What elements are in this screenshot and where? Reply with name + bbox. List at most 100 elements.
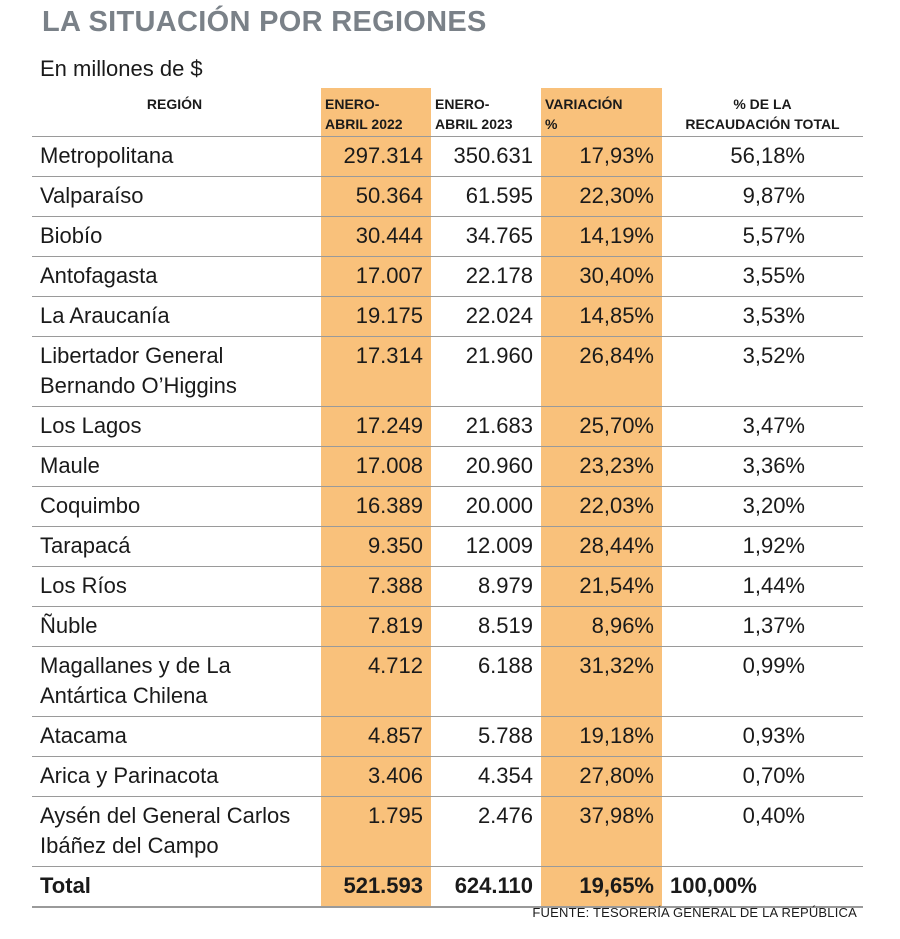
share-cell: 5,57% — [662, 217, 863, 257]
variation-cell: 26,84% — [541, 337, 662, 407]
value-2023-cell: 6.188 — [431, 647, 541, 717]
value-2023-cell: 624.110 — [431, 867, 541, 908]
variation-cell: 19,65% — [541, 867, 662, 908]
variation-cell: 28,44% — [541, 527, 662, 567]
variation-cell: 31,32% — [541, 647, 662, 717]
region-cell: Maule — [32, 447, 321, 487]
value-2023-cell: 21.683 — [431, 407, 541, 447]
table-row: Los Ríos 7.388 8.979 21,54% 1,44% — [32, 567, 863, 607]
variation-cell: 23,23% — [541, 447, 662, 487]
table-row: La Araucanía 19.175 22.024 14,85% 3,53% — [32, 297, 863, 337]
share-cell: 1,44% — [662, 567, 863, 607]
table-row: Valparaíso 50.364 61.595 22,30% 9,87% — [32, 177, 863, 217]
value-2023-cell: 22.024 — [431, 297, 541, 337]
header-variacion: VARIACIÓN% — [541, 88, 662, 137]
table-row: Arica y Parinacota 3.406 4.354 27,80% 0,70% — [32, 757, 863, 797]
share-cell: 0,99% — [662, 647, 863, 717]
region-cell: Coquimbo — [32, 487, 321, 527]
value-2023-cell: 8.519 — [431, 607, 541, 647]
table-header: REGIÓN ENERO- ABRIL 2022 ENERO- ABRIL 2023… — [32, 88, 863, 137]
page-title: LA SITUACIÓN POR REGIONES — [42, 6, 487, 38]
total-row: Total 521.593 624.110 19,65% 100,00% — [32, 867, 863, 908]
region-cell: Libertador General Bernando O’Higgins — [32, 337, 321, 407]
share-cell: 3,53% — [662, 297, 863, 337]
region-cell: Aysén del General Carlos Ibáñez del Camp… — [32, 797, 321, 867]
share-cell: 0,40% — [662, 797, 863, 867]
value-2022-cell: 17.314 — [321, 337, 431, 407]
value-2022-cell: 9.350 — [321, 527, 431, 567]
table-row: Antofagasta 17.007 22.178 30,40% 3,55% — [32, 257, 863, 297]
region-cell: Antofagasta — [32, 257, 321, 297]
table-row: Magallanes y de La Antártica Chilena 4.71… — [32, 647, 863, 717]
region-cell: Atacama — [32, 717, 321, 757]
header-enero-abril-2023: ENERO- ABRIL 2023 — [431, 88, 541, 137]
share-cell: 3,55% — [662, 257, 863, 297]
region-cell: Valparaíso — [32, 177, 321, 217]
value-2022-cell: 521.593 — [321, 867, 431, 908]
share-cell: 1,37% — [662, 607, 863, 647]
variation-cell: 17,93% — [541, 137, 662, 177]
share-cell: 3,20% — [662, 487, 863, 527]
value-2023-cell: 20.000 — [431, 487, 541, 527]
variation-cell: 22,30% — [541, 177, 662, 217]
value-2022-cell: 50.364 — [321, 177, 431, 217]
share-cell: 1,92% — [662, 527, 863, 567]
table-row: Ñuble 7.819 8.519 8,96% 1,37% — [32, 607, 863, 647]
share-cell: 56,18% — [662, 137, 863, 177]
value-2022-cell: 3.406 — [321, 757, 431, 797]
value-2023-cell: 20.960 — [431, 447, 541, 487]
region-cell: Los Lagos — [32, 407, 321, 447]
value-2023-cell: 61.595 — [431, 177, 541, 217]
share-cell: 100,00% — [662, 867, 863, 908]
header-recaudacion-total: % DE LA RECAUDACIÓN TOTAL — [662, 88, 863, 137]
share-cell: 9,87% — [662, 177, 863, 217]
value-2022-cell: 1.795 — [321, 797, 431, 867]
variation-cell: 37,98% — [541, 797, 662, 867]
units-subtitle: En millones de $ — [40, 56, 203, 81]
value-2023-cell: 22.178 — [431, 257, 541, 297]
region-cell: Biobío — [32, 217, 321, 257]
table-row: Libertador General Bernando O’Higgins 17.… — [32, 337, 863, 407]
region-cell: Magallanes y de La Antártica Chilena — [32, 647, 321, 717]
regions-table: REGIÓN ENERO- ABRIL 2022 ENERO- ABRIL 2023… — [32, 88, 863, 908]
value-2023-cell: 21.960 — [431, 337, 541, 407]
variation-cell: 22,03% — [541, 487, 662, 527]
header-region: REGIÓN — [32, 88, 321, 137]
value-2022-cell: 297.314 — [321, 137, 431, 177]
header-enero-abril-2022: ENERO- ABRIL 2022 — [321, 88, 431, 137]
table-row: Coquimbo 16.389 20.000 22,03% 3,20% — [32, 487, 863, 527]
share-cell: 3,36% — [662, 447, 863, 487]
value-2022-cell: 4.712 — [321, 647, 431, 717]
region-cell: La Araucanía — [32, 297, 321, 337]
variation-cell: 8,96% — [541, 607, 662, 647]
share-cell: 3,52% — [662, 337, 863, 407]
value-2023-cell: 350.631 — [431, 137, 541, 177]
region-cell: Metropolitana — [32, 137, 321, 177]
region-cell: Ñuble — [32, 607, 321, 647]
value-2022-cell: 30.444 — [321, 217, 431, 257]
variation-cell: 27,80% — [541, 757, 662, 797]
variation-cell: 25,70% — [541, 407, 662, 447]
value-2022-cell: 7.819 — [321, 607, 431, 647]
share-cell: 3,47% — [662, 407, 863, 447]
value-2023-cell: 5.788 — [431, 717, 541, 757]
variation-cell: 14,19% — [541, 217, 662, 257]
value-2022-cell: 17.249 — [321, 407, 431, 447]
region-cell: Total — [32, 867, 321, 908]
value-2023-cell: 2.476 — [431, 797, 541, 867]
value-2022-cell: 4.857 — [321, 717, 431, 757]
share-cell: 0,70% — [662, 757, 863, 797]
value-2023-cell: 4.354 — [431, 757, 541, 797]
value-2023-cell: 12.009 — [431, 527, 541, 567]
table-row: Aysén del General Carlos Ibáñez del Camp… — [32, 797, 863, 867]
value-2023-cell: 8.979 — [431, 567, 541, 607]
variation-cell: 19,18% — [541, 717, 662, 757]
value-2022-cell: 17.007 — [321, 257, 431, 297]
table-row: Metropolitana 297.314 350.631 17,93% 56,18% — [32, 137, 863, 177]
variation-cell: 30,40% — [541, 257, 662, 297]
table-row: Los Lagos 17.249 21.683 25,70% 3,47% — [32, 407, 863, 447]
value-2023-cell: 34.765 — [431, 217, 541, 257]
table-row: Biobío 30.444 34.765 14,19% 5,57% — [32, 217, 863, 257]
source-note: FUENTE: TESORERÍA GENERAL DE LA REPÚBLIC… — [532, 905, 857, 920]
region-cell: Los Ríos — [32, 567, 321, 607]
